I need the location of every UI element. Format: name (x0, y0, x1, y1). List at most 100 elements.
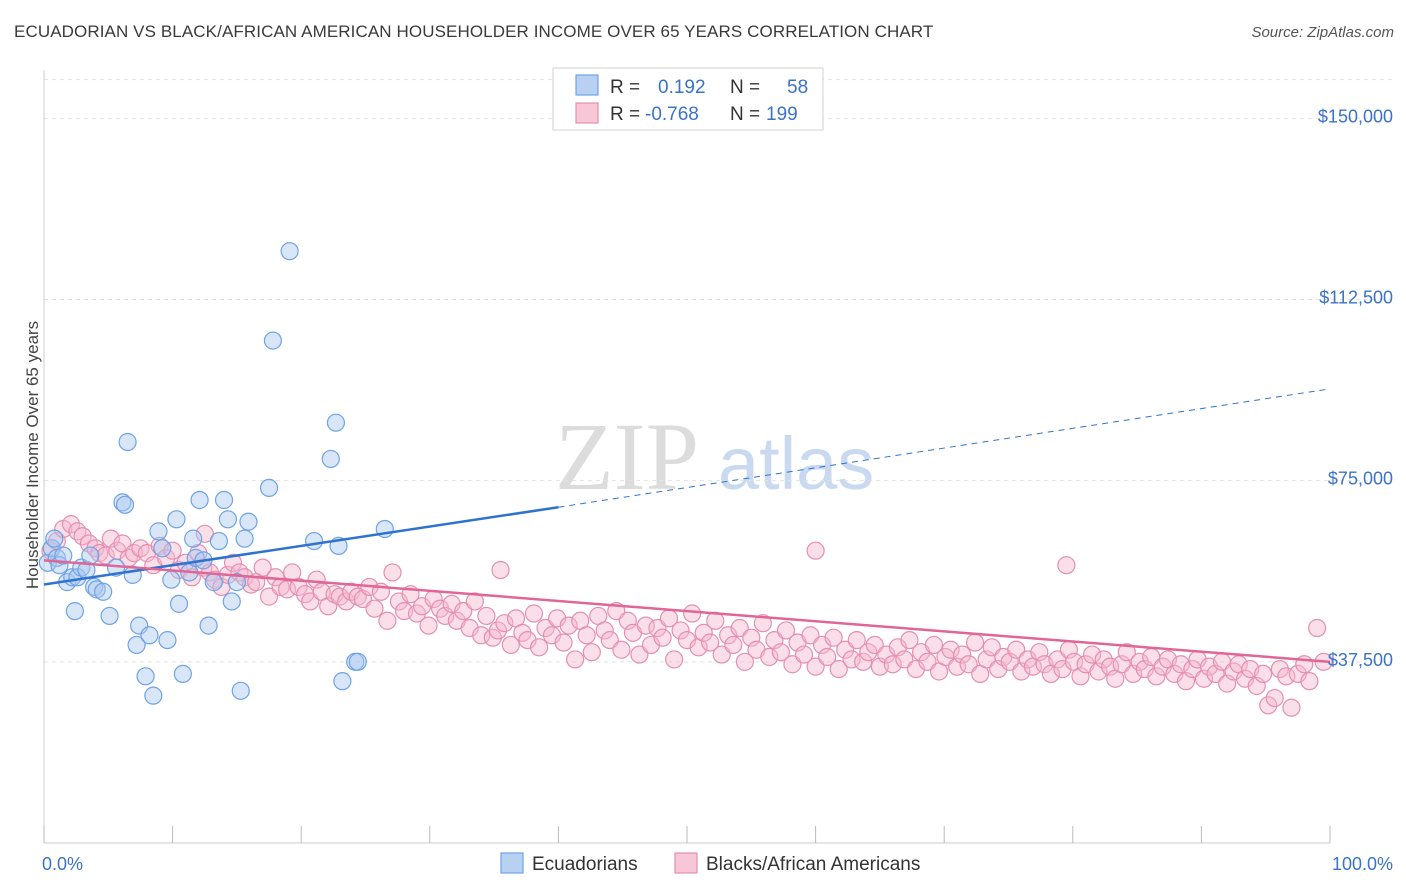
series-0 (38, 242, 394, 705)
point-series-1-167 (1030, 643, 1049, 662)
point-series-1-127 (794, 645, 814, 664)
correlation-legend: R = 0.192 N = 58 R = -0.768 N = 199 (552, 67, 824, 131)
point-series-1-57 (383, 563, 402, 582)
point-series-0-12 (81, 546, 100, 565)
point-series-0-58 (348, 652, 367, 671)
point-series-1-63 (419, 616, 438, 635)
point-series-1-120 (753, 614, 772, 633)
point-series-1-218 (806, 541, 825, 560)
trend-lines (43, 388, 1331, 664)
legend-n-value-1: 58 (787, 77, 808, 98)
point-series-1-87 (559, 616, 578, 635)
point-series-0-32 (169, 594, 189, 613)
point-series-1-148 (918, 652, 937, 671)
point-series-0-5 (54, 546, 73, 565)
point-series-1-176 (1082, 645, 1102, 664)
point-series-1-103 (653, 628, 672, 647)
point-series-1-76 (495, 614, 514, 633)
point-series-1-100 (636, 616, 655, 635)
point-series-1-129 (806, 657, 825, 676)
legend-r-value-2: -0.768 (645, 104, 699, 125)
trend-line-ecuadorians (43, 505, 559, 586)
point-series-1-71 (465, 592, 484, 611)
point-series-0-45 (227, 573, 246, 592)
point-series-1-181 (1112, 655, 1131, 674)
point-series-1-39 (277, 580, 297, 599)
point-series-1-77 (501, 635, 520, 655)
point-series-1-44 (307, 570, 326, 589)
bottom-legend-swatch-blacks (674, 852, 698, 874)
point-series-1-116 (730, 618, 749, 638)
point-series-0-41 (209, 531, 228, 551)
point-series-1-113 (712, 645, 731, 664)
point-series-1-191 (1171, 655, 1190, 674)
point-series-1-154 (953, 645, 972, 664)
point-series-1-121 (760, 647, 779, 667)
point-series-1-187 (1147, 667, 1166, 686)
point-series-0-29 (158, 630, 177, 650)
legend-swatch-blacks (575, 102, 599, 124)
point-series-1-146 (906, 659, 926, 679)
point-series-1-139 (865, 635, 884, 655)
point-series-1-142 (883, 655, 902, 674)
point-series-1-123 (771, 643, 790, 662)
point-series-0-54 (326, 413, 346, 432)
legend-n-label-1: N = (730, 77, 760, 98)
point-series-1-195 (1194, 669, 1214, 688)
point-series-1-137 (854, 652, 873, 671)
point-series-1-210 (1282, 698, 1301, 717)
point-series-1-90 (577, 626, 596, 645)
point-series-0-53 (321, 449, 340, 469)
point-series-1-171 (1053, 659, 1072, 679)
point-series-0-19 (115, 495, 135, 514)
y-tick-label-3: $150,000 (1318, 106, 1393, 126)
point-series-1-110 (694, 623, 713, 642)
point-series-1-80 (518, 630, 537, 650)
point-series-1-174 (1071, 667, 1090, 686)
point-series-0-16 (100, 606, 119, 626)
point-series-0-48 (239, 512, 258, 531)
point-series-1-145 (900, 630, 919, 650)
point-series-1-131 (818, 647, 837, 667)
point-series-1-179 (1100, 657, 1120, 676)
bottom-legend-swatch-ecuadorians (500, 852, 524, 874)
point-series-1-141 (877, 645, 896, 664)
point-series-1-208 (1270, 659, 1289, 679)
point-series-1-132 (824, 628, 843, 647)
point-series-1-177 (1089, 662, 1108, 681)
point-series-1-118 (742, 628, 761, 647)
point-series-1-84 (542, 626, 562, 645)
point-series-1-214 (1308, 618, 1327, 638)
point-series-0-0 (38, 553, 57, 572)
point-series-1-211 (1288, 664, 1307, 684)
point-series-0-49 (259, 478, 279, 498)
point-series-1-58 (389, 592, 409, 611)
point-series-0-43 (218, 510, 237, 529)
point-series-0-51 (280, 242, 299, 261)
y-tick-label-2: $112,500 (1319, 287, 1393, 307)
point-series-0-15 (94, 582, 113, 601)
x-tick-label-max: 100.0% (1332, 854, 1393, 874)
point-series-1-134 (836, 640, 855, 659)
point-series-1-91 (582, 643, 601, 662)
point-series-1-108 (683, 604, 702, 623)
point-series-1-5 (73, 527, 92, 546)
chart-title: ECUADORIAN VS BLACK/AFRICAN AMERICAN HOU… (14, 22, 934, 41)
point-series-1-114 (719, 626, 738, 645)
point-series-0-27 (149, 522, 168, 541)
axes (43, 70, 1331, 844)
source-label: Source: ZipAtlas.com (1251, 24, 1394, 41)
point-series-1-155 (959, 655, 978, 674)
bottom-legend-label-blacks: Blacks/African Americans (706, 854, 920, 875)
y-tick-label-1: $75,000 (1328, 469, 1393, 489)
point-series-1-85 (548, 609, 567, 628)
point-series-1-99 (630, 645, 649, 664)
point-series-1-182 (1117, 643, 1136, 662)
point-series-1-56 (378, 611, 397, 630)
point-series-1-73 (477, 606, 496, 626)
point-series-0-20 (118, 432, 137, 452)
point-series-1-111 (701, 633, 720, 652)
legend-r-label-2: R = (610, 104, 640, 125)
point-series-1-115 (724, 635, 743, 655)
point-series-1-82 (530, 638, 549, 657)
